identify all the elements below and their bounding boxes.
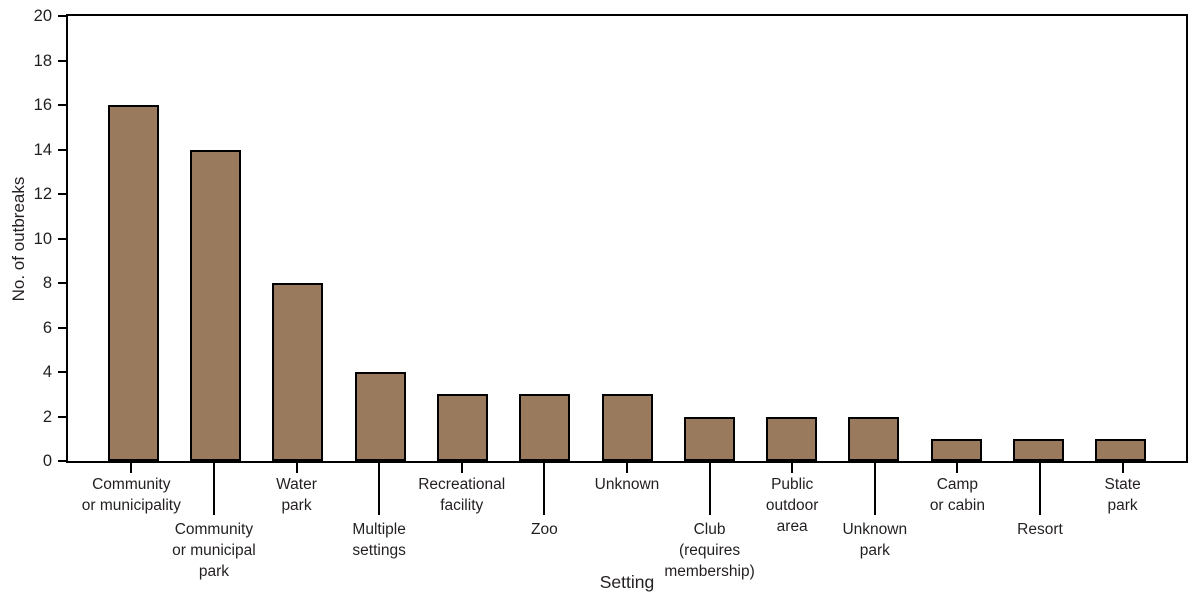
x-tick-mark <box>130 463 133 473</box>
y-tick-label: 2 <box>42 407 52 426</box>
x-category-label: State park <box>1104 476 1141 514</box>
bar-slot <box>915 16 997 461</box>
bar-slot <box>339 16 421 461</box>
x-axis-slot: Recreational facility <box>418 463 505 603</box>
y-tick-label: 8 <box>42 274 52 292</box>
plot-area <box>66 14 1188 463</box>
bar-slot <box>92 16 174 461</box>
y-tick-mark <box>58 282 66 284</box>
y-tick-label: 4 <box>42 363 52 381</box>
x-category-label: Camp or cabin <box>929 476 985 514</box>
bar-9 <box>766 416 818 461</box>
bar-6 <box>519 394 571 461</box>
y-axis: 0 2 4 6 8 10 12 14 16 18 20 <box>0 7 66 470</box>
bar-slot <box>833 16 915 461</box>
x-axis-slot: Resort <box>999 463 1082 603</box>
x-axis-title: Setting <box>599 572 655 592</box>
y-tick-mark <box>58 148 66 151</box>
x-axis: Community or municipality Community or mu… <box>66 463 1188 603</box>
bar-11 <box>930 438 982 461</box>
y-tick-label: 14 <box>33 140 52 159</box>
x-category-label: Water park <box>276 476 317 514</box>
bar-slot <box>751 16 833 461</box>
x-category-label: Recreational facility <box>418 476 506 514</box>
y-tick-label: 6 <box>42 318 52 337</box>
bar-13 <box>1095 438 1147 461</box>
x-axis-slot: Multiple settings <box>338 463 421 603</box>
bar-12 <box>1013 438 1065 461</box>
x-tick-mark <box>295 463 298 473</box>
y-tick-mark <box>58 371 66 373</box>
y-tick-label: 0 <box>42 452 52 470</box>
bar-7 <box>601 394 653 461</box>
x-tick-mark <box>460 463 463 473</box>
x-tick-mark <box>708 463 711 515</box>
x-tick-mark <box>378 463 381 515</box>
bar-slot <box>421 16 503 461</box>
bar-2 <box>189 149 241 461</box>
y-tick-mark <box>58 237 66 240</box>
x-axis-slot: Public outdoor area <box>751 463 834 603</box>
x-category-label: Community or municipal park <box>172 521 256 580</box>
x-tick-mark <box>1121 463 1124 473</box>
x-axis-slot: Community or municipal park <box>172 463 256 603</box>
bars-container <box>68 16 1186 461</box>
bar-slot <box>997 16 1079 461</box>
bar-slot <box>586 16 668 461</box>
bar-slot <box>1080 16 1162 461</box>
y-tick-label: 12 <box>33 185 52 203</box>
x-category-label: Club (requires membership) <box>664 521 755 580</box>
bar-slot <box>174 16 256 461</box>
y-tick-label: 16 <box>33 96 52 114</box>
bar-5 <box>436 394 488 461</box>
x-category-label: Public outdoor area <box>765 476 819 535</box>
y-tick-label: 10 <box>33 229 52 248</box>
x-tick-mark <box>956 463 959 473</box>
bar-slot <box>257 16 339 461</box>
y-tick-mark <box>58 460 66 462</box>
x-tick-mark <box>543 463 546 515</box>
bar-slot <box>504 16 586 461</box>
bar-4 <box>354 372 406 461</box>
bar-8 <box>683 416 735 461</box>
y-tick-mark <box>58 415 66 418</box>
x-axis-slot: Zoo <box>503 463 586 603</box>
y-tick-label: 20 <box>33 7 52 25</box>
y-tick-label: 18 <box>33 51 52 70</box>
y-tick-mark <box>58 326 66 329</box>
y-tick-mark <box>58 15 66 17</box>
x-tick-mark <box>212 463 215 515</box>
x-axis-slot: Water park <box>255 463 338 603</box>
x-axis-slot: Camp or cabin <box>916 463 999 603</box>
x-category-label: Multiple settings <box>352 521 406 559</box>
x-axis-slot: Community or municipality <box>82 463 181 603</box>
x-axis-slot: Club (requires membership) <box>664 463 755 603</box>
bar-3 <box>272 283 324 461</box>
x-tick-mark <box>625 463 628 473</box>
x-category-label: Unknown <box>594 476 660 493</box>
x-axis-slot: Unknown park <box>833 463 916 603</box>
y-tick-mark <box>58 59 66 62</box>
x-category-label: Zoo <box>530 521 558 538</box>
x-tick-mark <box>791 463 794 473</box>
x-category-label: Unknown park <box>842 521 908 559</box>
x-category-label: Community or municipality <box>81 476 181 514</box>
x-axis-slot: State park <box>1081 463 1164 603</box>
x-tick-mark <box>873 463 876 515</box>
x-tick-mark <box>1039 463 1041 515</box>
bar-1 <box>107 105 159 461</box>
x-category-label: Resort <box>1017 521 1063 538</box>
x-axis-slot: Unknown <box>586 463 669 603</box>
bar-slot <box>668 16 750 461</box>
y-tick-mark <box>58 104 66 106</box>
bar-10 <box>848 416 900 461</box>
y-tick-mark <box>58 193 66 195</box>
